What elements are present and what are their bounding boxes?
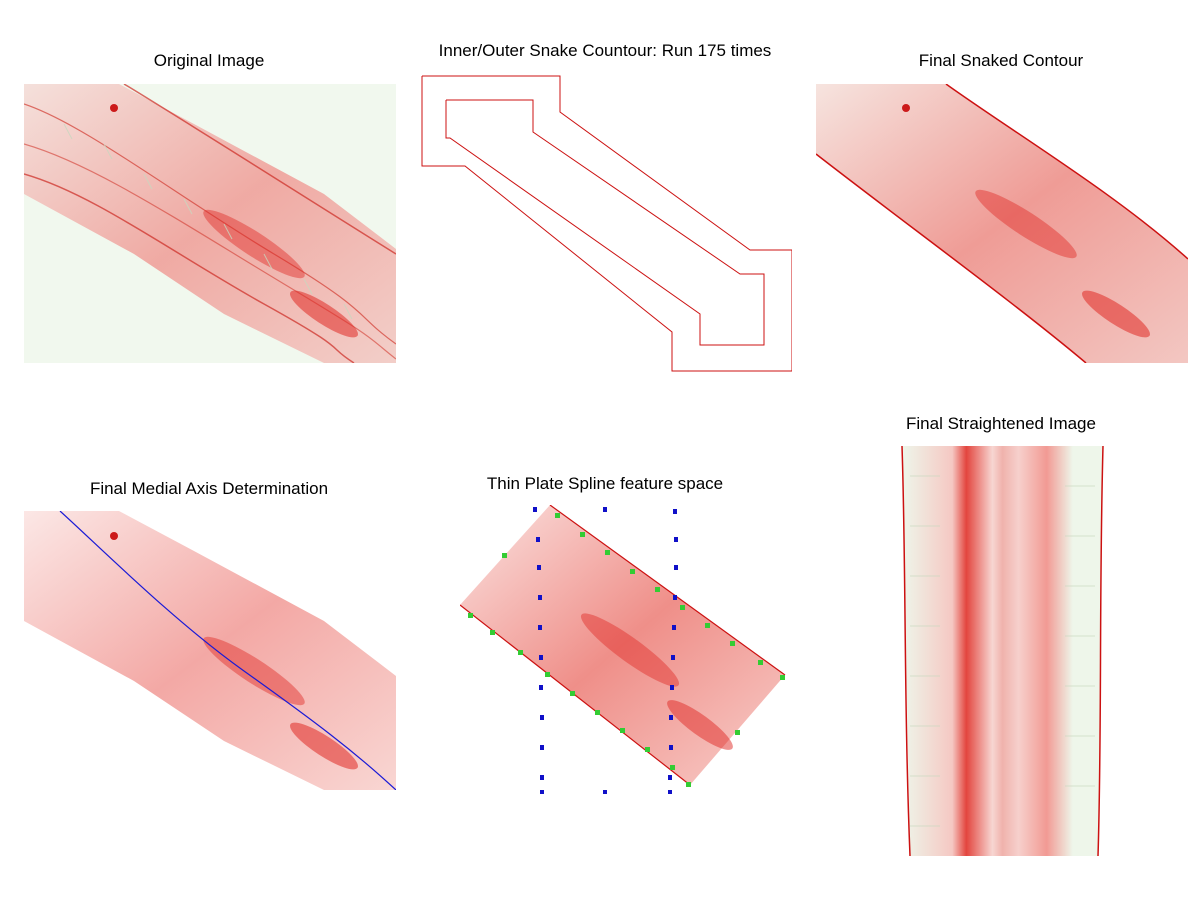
snaked-contour-image bbox=[816, 84, 1188, 363]
tps-feature-space-title: Thin Plate Spline feature space bbox=[486, 474, 724, 493]
inner-snake-contour bbox=[445, 99, 765, 346]
straightened-panel bbox=[900, 446, 1105, 856]
straightened-image-title: Final Straightened Image bbox=[906, 414, 1096, 433]
original-image bbox=[24, 84, 396, 363]
snake-contour-title: Inner/Outer Snake Countour: Run 175 time… bbox=[438, 41, 772, 60]
original-image-panel bbox=[24, 84, 396, 363]
medial-axis-line bbox=[59, 511, 396, 790]
snake-contour-panel bbox=[420, 74, 792, 374]
tps-feature-space bbox=[460, 505, 786, 794]
grid-points bbox=[533, 507, 678, 794]
medial-axis-panel bbox=[24, 511, 396, 790]
medial-axis-title: Final Medial Axis Determination bbox=[89, 479, 329, 498]
snake-contour-diagram bbox=[421, 75, 792, 372]
control-points bbox=[468, 513, 785, 787]
tps-panel bbox=[460, 505, 790, 795]
snaked-contour-panel bbox=[816, 84, 1188, 363]
outer-snake-contour bbox=[421, 75, 792, 372]
snaked-contour-title: Final Snaked Contour bbox=[918, 51, 1084, 70]
straightened-image bbox=[901, 446, 1104, 856]
original-image-title: Original Image bbox=[153, 51, 265, 70]
medial-axis-image bbox=[24, 511, 396, 790]
